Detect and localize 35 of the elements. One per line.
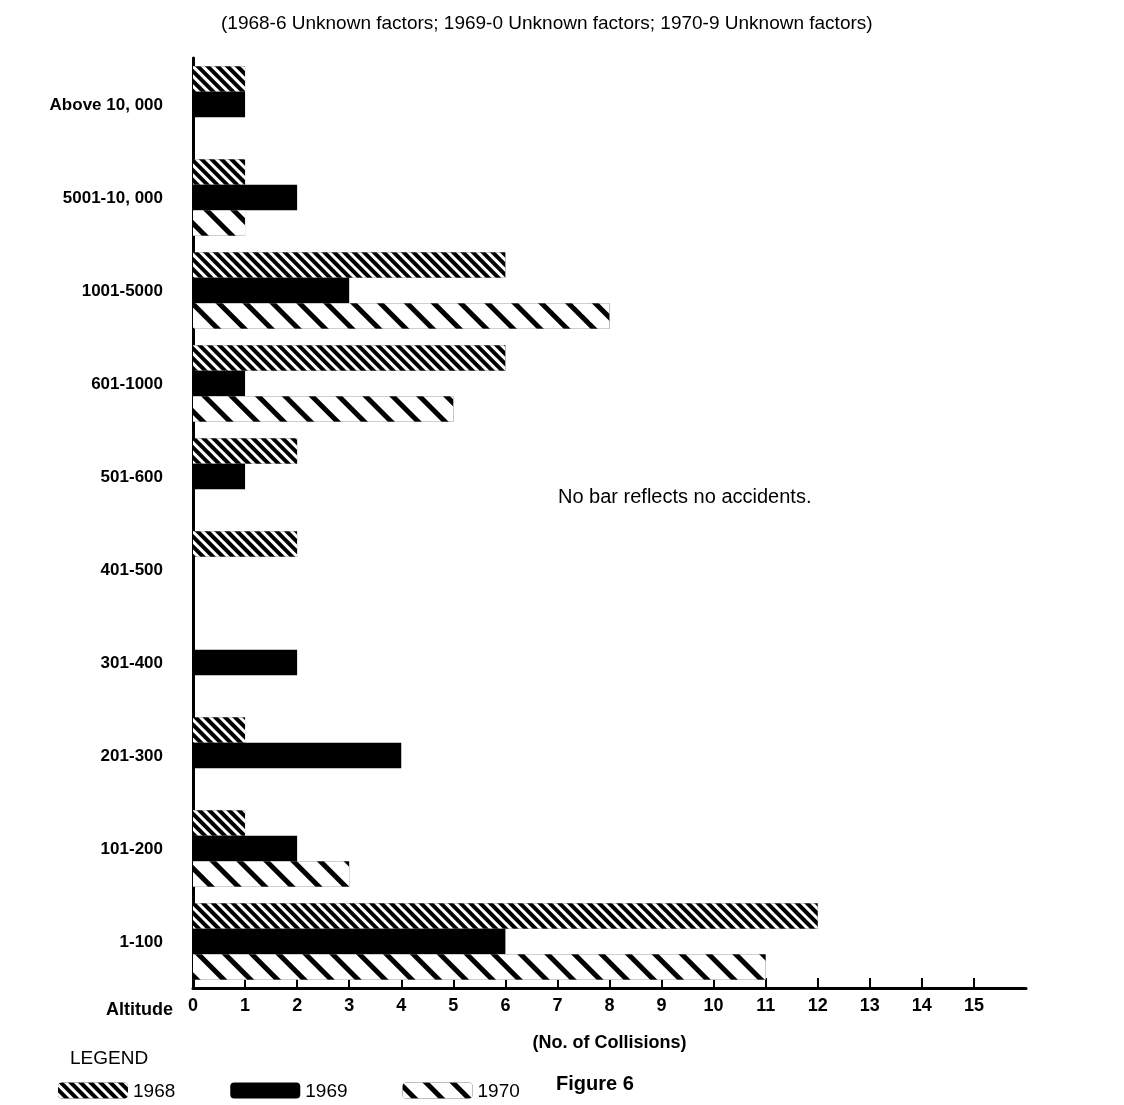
- y-tick-label: Above 10, 000: [49, 95, 163, 114]
- x-axis-title: (No. of Collisions): [532, 1032, 687, 1052]
- y-tick-label: 5001-10, 000: [62, 188, 163, 207]
- chart-subtitle: (1968-6 Unknown factors; 1969-0 Unknown factors; 1970-9 Unknown factors): [221, 12, 873, 33]
- legend-label: 1970: [477, 1080, 520, 1101]
- x-tick-label: 10: [703, 995, 724, 1015]
- legend-title: LEGEND: [70, 1047, 149, 1068]
- x-tick-label: 5: [448, 995, 459, 1015]
- x-tick-label: 13: [859, 995, 880, 1015]
- x-tick-label: 1: [240, 995, 251, 1015]
- x-tick-label: 6: [500, 995, 511, 1015]
- annotation: No bar reflects no accidents.: [558, 485, 812, 507]
- y-tick-label: 201-300: [100, 746, 163, 765]
- legend-label: 1969: [305, 1080, 348, 1101]
- x-tick-label: 14: [911, 995, 932, 1015]
- y-tick-label: 101-200: [100, 839, 163, 858]
- x-tick-label: 12: [807, 995, 828, 1015]
- x-tick-label: 0: [187, 995, 199, 1015]
- y-tick-label: 401-500: [100, 560, 163, 579]
- legend-label: 1968: [133, 1080, 176, 1101]
- x-tick-label: 11: [756, 995, 776, 1015]
- y-tick-label: 501-600: [100, 467, 163, 486]
- x-tick-label: 2: [292, 995, 303, 1015]
- y-tick-label: 1-100: [119, 932, 163, 951]
- y-tick-label: 1001-5000: [81, 281, 163, 300]
- y-axis-title: Altitude: [106, 999, 173, 1019]
- x-tick-label: 4: [396, 995, 407, 1015]
- x-tick-label: 9: [656, 995, 667, 1015]
- x-tick-label: 3: [344, 995, 355, 1015]
- x-tick-label: 15: [963, 995, 984, 1015]
- caption: Figure 6: [556, 1072, 634, 1094]
- x-tick-label: 7: [552, 995, 563, 1015]
- x-tick-label: 8: [604, 995, 615, 1015]
- y-tick-label: 301-400: [100, 653, 163, 672]
- y-tick-label: 601-1000: [91, 374, 163, 393]
